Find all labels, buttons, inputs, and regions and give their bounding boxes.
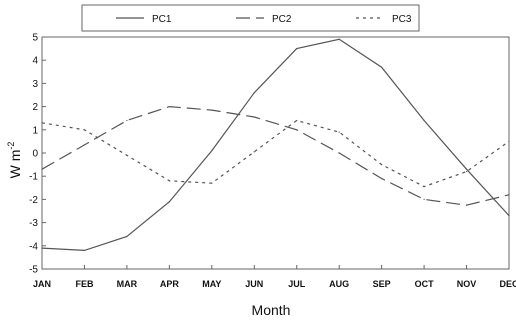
- data-point-pc3: [338, 131, 340, 133]
- x-tick-label: NOV: [457, 279, 477, 289]
- data-point-pc2: [211, 109, 213, 111]
- data-point-pc3: [83, 129, 86, 131]
- data-point-pc2: [126, 119, 128, 122]
- data-point-pc2: [83, 144, 86, 146]
- data-point-pc3: [126, 154, 128, 156]
- data-point-pc2: [338, 152, 340, 154]
- data-point-pc2: [168, 106, 170, 108]
- y-tick-label: -1: [29, 172, 38, 183]
- y-tick-label: -2: [29, 195, 38, 206]
- data-point-pc1: [423, 119, 425, 122]
- data-point-pc3: [423, 186, 425, 188]
- data-point-pc3: [41, 122, 43, 124]
- series-line-pc2: [41, 105, 510, 206]
- x-tick-label: OCT: [415, 279, 435, 289]
- x-tick-label: APR: [160, 279, 180, 289]
- data-point-pc3: [253, 151, 255, 153]
- data-point-pc1: [126, 235, 128, 238]
- legend-label-pc1: PC1: [152, 14, 172, 25]
- data-point-pc2: [381, 177, 383, 180]
- data-point-pc3: [296, 119, 298, 122]
- data-point-pc3: [508, 140, 510, 142]
- y-axis-label-superscript: -2: [6, 142, 16, 150]
- data-point-pc3: [381, 164, 383, 166]
- data-point-pc2: [423, 198, 425, 200]
- data-point-pc1: [508, 215, 510, 217]
- data-point-pc3: [465, 170, 468, 173]
- data-point-pc1: [338, 38, 340, 40]
- x-tick-label: JUN: [245, 279, 263, 289]
- y-tick-label: 5: [32, 33, 38, 44]
- data-point-pc1: [41, 247, 43, 249]
- x-tick-label: SEP: [373, 279, 391, 289]
- x-tick-label: JAN: [33, 279, 51, 289]
- data-point-pc3: [168, 180, 170, 182]
- data-point-pc3: [211, 182, 213, 184]
- y-tick-label: -4: [29, 241, 38, 252]
- legend-label-pc3: PC3: [392, 14, 412, 25]
- data-point-pc2: [253, 116, 255, 118]
- legend-label-pc2: PC2: [272, 14, 292, 25]
- data-point-pc1: [381, 66, 383, 68]
- x-axis-label: Month: [252, 302, 291, 318]
- data-point-pc1: [168, 201, 170, 203]
- y-tick-label: 2: [32, 102, 38, 113]
- y-tick-label: -5: [29, 265, 38, 276]
- x-tick-label: JUL: [288, 279, 306, 289]
- y-tick-label: 3: [32, 79, 38, 90]
- series-line-pc3: [41, 119, 510, 188]
- data-point-pc2: [41, 168, 43, 170]
- x-tick-label: DEC: [499, 279, 516, 289]
- x-tick-label: FEB: [75, 279, 94, 289]
- data-point-pc2: [465, 204, 468, 206]
- data-point-pc2: [508, 194, 510, 196]
- data-point-pc1: [465, 168, 468, 170]
- y-axis-label: W m-2: [6, 142, 23, 179]
- data-point-pc1: [83, 249, 86, 252]
- data-point-pc1: [296, 48, 298, 50]
- data-point-pc1: [211, 150, 213, 152]
- y-tick-label: 4: [32, 56, 38, 67]
- data-point-pc1: [253, 92, 255, 94]
- y-tick-label: 0: [32, 149, 38, 160]
- y-axis-label-main: W m: [7, 150, 23, 179]
- y-tick-label: -3: [29, 218, 38, 229]
- y-tick-label: 1: [32, 125, 38, 136]
- plot-frame: [41, 36, 510, 270]
- x-tick-label: MAY: [202, 279, 221, 289]
- data-point-pc2: [296, 129, 298, 131]
- series-line-pc1: [41, 38, 510, 252]
- legend: PC1 PC2 PC3: [81, 4, 420, 32]
- x-tick-label: MAR: [117, 279, 138, 289]
- x-tick-label: AUG: [329, 279, 349, 289]
